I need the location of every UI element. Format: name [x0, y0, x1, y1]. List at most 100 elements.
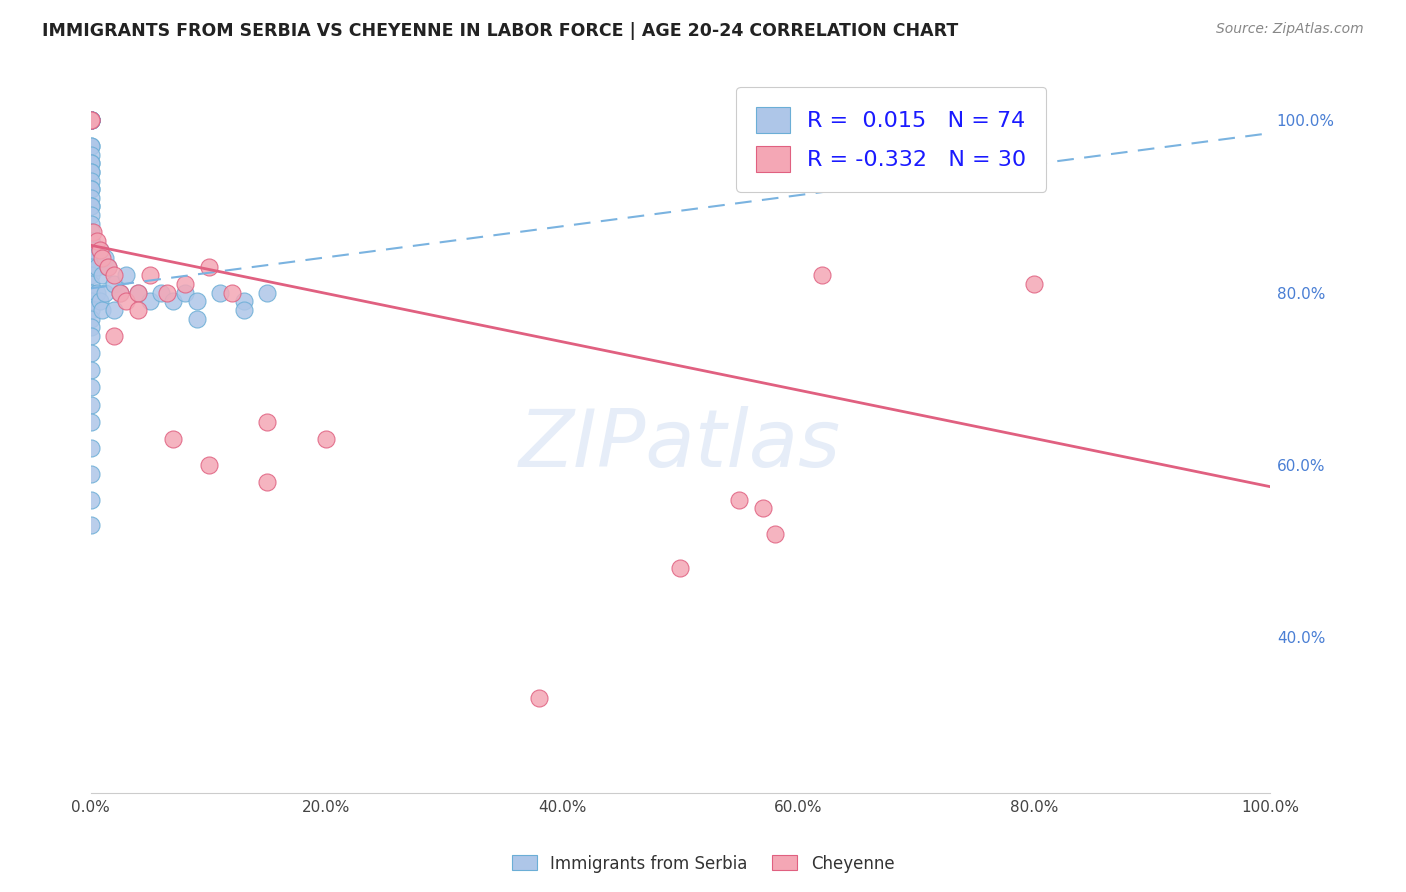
- Point: [150, 285, 173, 300]
- Point: [103, 328, 125, 343]
- Point: [79, 199, 101, 213]
- Point: [115, 294, 138, 309]
- Point: [79, 268, 101, 283]
- Point: [127, 302, 149, 317]
- Point: [138, 294, 160, 309]
- Text: ZIPatlas: ZIPatlas: [519, 406, 841, 484]
- Point: [86, 260, 108, 274]
- Point: [79, 294, 101, 309]
- Point: [91, 251, 114, 265]
- Point: [79, 285, 101, 300]
- Point: [156, 285, 179, 300]
- Point: [527, 690, 550, 705]
- Point: [186, 311, 208, 326]
- Point: [79, 113, 101, 128]
- Point: [79, 156, 101, 170]
- Point: [79, 251, 101, 265]
- Point: [232, 302, 254, 317]
- Point: [79, 243, 101, 257]
- Legend: Immigrants from Serbia, Cheyenne: Immigrants from Serbia, Cheyenne: [505, 848, 901, 880]
- Point: [197, 458, 219, 472]
- Point: [162, 432, 184, 446]
- Point: [89, 243, 111, 257]
- Point: [79, 139, 101, 153]
- Point: [79, 113, 101, 128]
- Point: [86, 285, 108, 300]
- Point: [209, 285, 232, 300]
- Point: [79, 113, 101, 128]
- Point: [91, 302, 114, 317]
- Point: [103, 268, 125, 283]
- Point: [162, 294, 184, 309]
- Point: [79, 363, 101, 377]
- Point: [79, 518, 101, 533]
- Point: [79, 285, 101, 300]
- Point: [79, 113, 101, 128]
- Text: Source: ZipAtlas.com: Source: ZipAtlas.com: [1216, 22, 1364, 37]
- Point: [138, 268, 160, 283]
- Text: IMMIGRANTS FROM SERBIA VS CHEYENNE IN LABOR FORCE | AGE 20-24 CORRELATION CHART: IMMIGRANTS FROM SERBIA VS CHEYENNE IN LA…: [42, 22, 959, 40]
- Point: [79, 208, 101, 222]
- Point: [79, 191, 101, 205]
- Point: [79, 311, 101, 326]
- Point: [79, 225, 101, 239]
- Point: [103, 302, 125, 317]
- Point: [174, 285, 197, 300]
- Point: [79, 320, 101, 334]
- Point: [1022, 277, 1045, 291]
- Point: [79, 113, 101, 128]
- Point: [79, 139, 101, 153]
- Point: [79, 156, 101, 170]
- Point: [186, 294, 208, 309]
- Point: [86, 234, 108, 248]
- Point: [79, 415, 101, 429]
- Point: [79, 398, 101, 412]
- Point: [79, 113, 101, 128]
- Point: [79, 346, 101, 360]
- Point: [79, 165, 101, 179]
- Point: [79, 113, 101, 128]
- Point: [82, 225, 104, 239]
- Point: [79, 260, 101, 274]
- Point: [763, 527, 786, 541]
- Point: [752, 501, 775, 516]
- Point: [79, 302, 101, 317]
- Point: [127, 285, 149, 300]
- Point: [115, 268, 138, 283]
- Point: [97, 260, 120, 274]
- Point: [103, 277, 125, 291]
- Point: [728, 492, 751, 507]
- Point: [79, 199, 101, 213]
- Point: [79, 113, 101, 128]
- Point: [79, 113, 101, 128]
- Point: [79, 234, 101, 248]
- Point: [79, 165, 101, 179]
- Point: [79, 380, 101, 394]
- Point: [79, 182, 101, 196]
- Point: [79, 441, 101, 455]
- Point: [79, 147, 101, 161]
- Point: [79, 234, 101, 248]
- Point: [79, 173, 101, 187]
- Point: [79, 113, 101, 128]
- Point: [79, 328, 101, 343]
- Point: [79, 182, 101, 196]
- Point: [79, 251, 101, 265]
- Point: [232, 294, 254, 309]
- Point: [79, 277, 101, 291]
- Point: [94, 251, 117, 265]
- Point: [79, 217, 101, 231]
- Point: [256, 285, 278, 300]
- Point: [256, 415, 278, 429]
- Point: [108, 285, 131, 300]
- Point: [256, 475, 278, 490]
- Point: [79, 492, 101, 507]
- Point: [174, 277, 197, 291]
- Legend: R =  0.015   N = 74, R = -0.332   N = 30: R = 0.015 N = 74, R = -0.332 N = 30: [737, 87, 1046, 192]
- Point: [89, 294, 111, 309]
- Point: [91, 268, 114, 283]
- Point: [197, 260, 219, 274]
- Point: [89, 243, 111, 257]
- Point: [669, 561, 692, 575]
- Point: [97, 260, 120, 274]
